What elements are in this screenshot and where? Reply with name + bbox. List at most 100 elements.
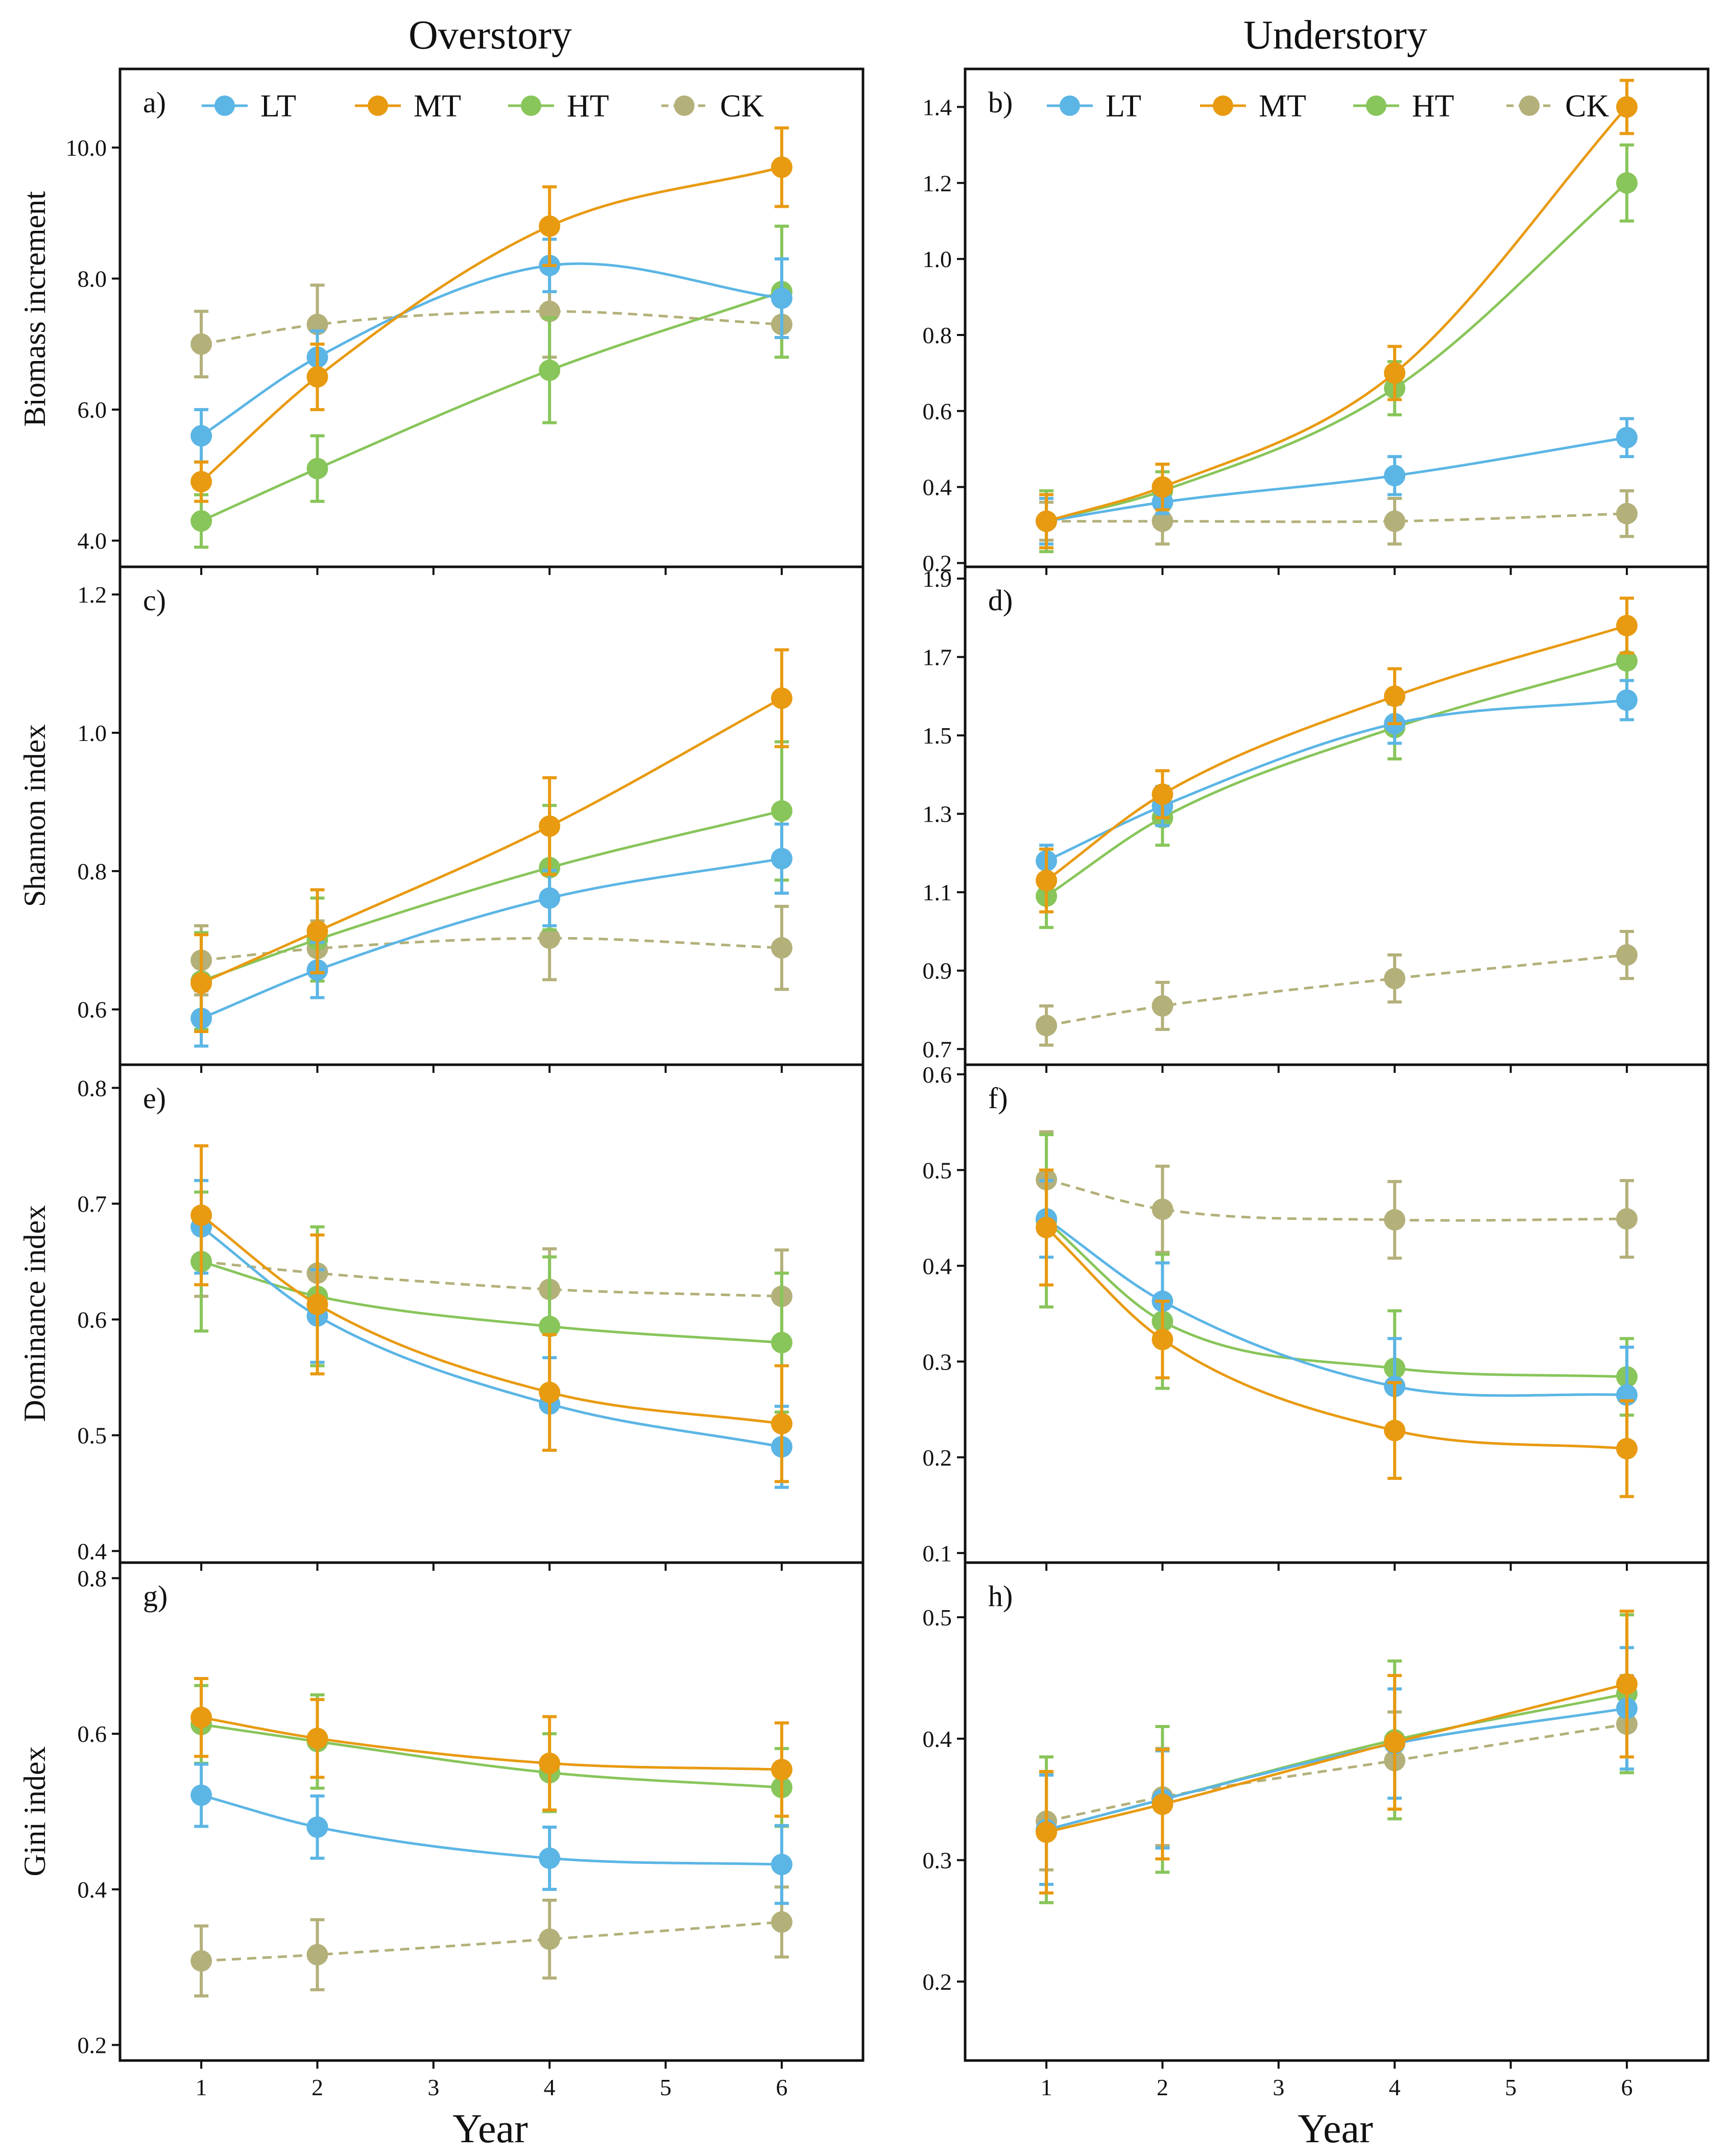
panel-label: b) xyxy=(988,86,1013,119)
y-tick-label: 1.4 xyxy=(923,94,952,120)
data-point xyxy=(539,1753,561,1775)
data-point xyxy=(539,927,561,949)
y-axis-label: Biomass increment xyxy=(18,191,52,427)
series-MT xyxy=(1036,596,1638,914)
panels: 4.0 6.0 8.0 10.0 a) Biomass increment LT MT HT CK… xyxy=(18,67,1710,2100)
series-line xyxy=(1046,1722,1627,1823)
series-line xyxy=(201,1921,782,1962)
series-line xyxy=(201,697,783,985)
y-tick-label: 0.8 xyxy=(78,858,107,884)
series-line xyxy=(201,1723,782,1789)
data-point xyxy=(1152,995,1173,1017)
y-tick-label: 0.5 xyxy=(923,1604,952,1631)
data-point xyxy=(539,1315,561,1337)
panel-frame xyxy=(964,1561,1710,2062)
data-point xyxy=(1036,510,1058,532)
series-line xyxy=(200,1226,782,1448)
data-point xyxy=(539,887,561,909)
data-point xyxy=(1616,426,1638,448)
series-line xyxy=(1046,182,1628,523)
data-point xyxy=(306,366,328,388)
panel-label: f) xyxy=(988,1082,1008,1115)
y-tick-label: 0.3 xyxy=(923,1848,952,1874)
data-point xyxy=(190,1784,212,1806)
x-axis-label-right: Year xyxy=(1298,2106,1373,2151)
data-point xyxy=(539,815,561,837)
data-point xyxy=(771,1759,793,1781)
y-tick-label: 10.0 xyxy=(66,135,107,161)
y-tick-label: 0.2 xyxy=(923,1969,952,1995)
legend-marker xyxy=(1519,95,1540,116)
y-tick-label: 0.4 xyxy=(923,1726,952,1752)
series-line xyxy=(1046,512,1627,523)
y-tick-label: 1.2 xyxy=(78,582,107,608)
panel-d: 0.7 0.9 1.1 1.3 1.5 1.7 1.9 d) xyxy=(923,565,1710,1073)
data-point xyxy=(1152,783,1173,805)
y-tick-label: 0.4 xyxy=(78,1877,107,1903)
data-point xyxy=(1152,1329,1173,1351)
data-point xyxy=(539,1381,561,1403)
series-MT xyxy=(1036,79,1638,549)
series-line xyxy=(1045,624,1627,882)
legend: LT MT HT CK xyxy=(202,89,764,124)
y-tick-label: 0.2 xyxy=(923,550,952,577)
panel-label: g) xyxy=(143,1579,167,1613)
series-MT xyxy=(190,126,793,503)
column-title-understory: Understory xyxy=(1243,13,1427,58)
y-tick-label: 1.0 xyxy=(78,720,107,746)
y-tick-label: 0.5 xyxy=(78,1423,107,1449)
data-point xyxy=(306,920,328,942)
y-tick-label: 0.4 xyxy=(923,1253,952,1279)
data-point xyxy=(1616,689,1638,711)
y-tick-label: 0.9 xyxy=(923,958,952,984)
legend-label: LT xyxy=(1106,89,1141,124)
data-point xyxy=(190,972,212,994)
x-tick-label: 3 xyxy=(1273,2074,1284,2100)
data-point xyxy=(539,1928,561,1950)
data-point xyxy=(1384,685,1406,707)
data-point xyxy=(1616,944,1638,966)
data-point xyxy=(771,687,793,709)
series-line xyxy=(1045,1217,1627,1397)
legend: LT MT HT CK xyxy=(1047,89,1609,124)
panel-label: h) xyxy=(988,1579,1013,1613)
data-point xyxy=(306,1816,328,1838)
data-point xyxy=(1384,510,1406,532)
y-tick-label: 1.1 xyxy=(923,879,952,905)
y-tick-label: 0.6 xyxy=(78,1721,107,1747)
x-tick-label: 5 xyxy=(660,2074,671,2100)
series-line xyxy=(1046,106,1628,523)
y-axis-label: Dominance index xyxy=(18,1205,52,1422)
data-point xyxy=(1616,172,1638,194)
panel-h: 0.2 0.3 0.4 0.5 1 2 3 4 5 6 h) xyxy=(923,1561,1710,2100)
data-point xyxy=(306,1293,328,1315)
x-tick-label: 4 xyxy=(544,2074,556,2100)
series-LT xyxy=(190,1762,793,1905)
legend-label: CK xyxy=(720,89,764,124)
panel-frame xyxy=(118,1561,865,2062)
data-point xyxy=(1384,362,1406,384)
series-line xyxy=(201,937,782,962)
y-tick-label: 1.0 xyxy=(923,246,952,272)
series-line xyxy=(1045,659,1627,897)
series-line xyxy=(200,1214,782,1425)
panel-c: 0.6 0.8 1.0 1.2 c) Shannon index xyxy=(18,565,865,1073)
data-point xyxy=(1616,96,1638,118)
x-tick-label: 4 xyxy=(1389,2074,1401,2100)
series-line xyxy=(201,290,782,522)
panel-f: 0.1 0.2 0.3 0.4 0.5 0.6 f) xyxy=(923,1062,1710,1571)
series-line xyxy=(201,1716,782,1771)
data-point xyxy=(539,215,561,237)
data-point xyxy=(771,156,793,178)
y-tick-label: 1.5 xyxy=(923,723,952,749)
data-point xyxy=(1616,1208,1638,1230)
y-tick-label: 0.1 xyxy=(923,1540,952,1566)
x-tick-label: 6 xyxy=(1621,2074,1633,2100)
series-line xyxy=(201,1794,782,1866)
data-point xyxy=(771,288,793,309)
legend-label: HT xyxy=(1412,89,1454,124)
y-axis-label: Gini index xyxy=(18,1746,52,1877)
x-tick-label: 5 xyxy=(1505,2074,1517,2100)
series-MT xyxy=(190,1144,793,1483)
